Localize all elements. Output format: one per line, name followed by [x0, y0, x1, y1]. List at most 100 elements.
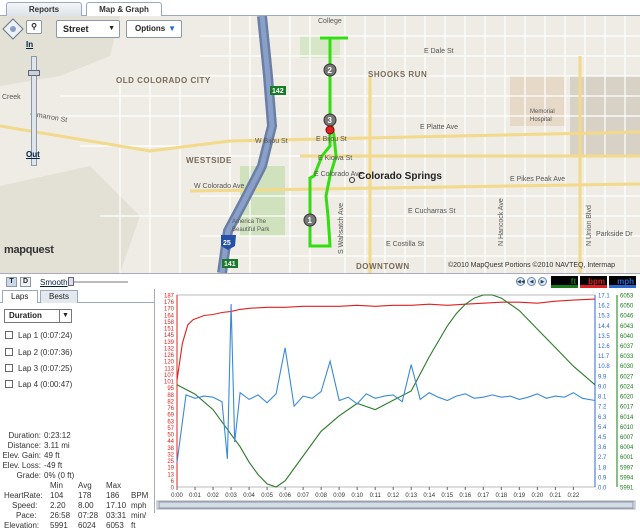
area-label-shooks-run: SHOOKS RUN [368, 70, 428, 79]
left-tick-label: 88 [167, 393, 174, 399]
speed-tick-label: 9.9 [598, 374, 607, 380]
arterial-roads [0, 56, 640, 273]
pan-control[interactable] [2, 18, 24, 40]
x-tick-label: 0:05 [261, 493, 273, 499]
elevation-tick-label: 6037 [620, 344, 634, 350]
route-141-label: 141 [224, 261, 236, 268]
stat-distance: Distance: 3.11 mi [7, 441, 70, 450]
tab-laps[interactable]: Laps [2, 290, 38, 303]
distance-axis-button[interactable]: D [20, 277, 31, 287]
x-tick-label: 0:10 [351, 493, 363, 499]
zoom-in-link[interactable]: In [26, 40, 34, 49]
tab-reports[interactable]: Reports [6, 2, 82, 16]
left-tick-label: 145 [164, 333, 175, 339]
x-tick-label: 0:15 [441, 493, 453, 499]
laps-panel: Laps Bests Duration ▼ Lap 1 (0:07:24) La… [0, 289, 155, 530]
street-label: S Wahsatch Ave [338, 203, 345, 254]
speed-tick-label: 0.0 [598, 486, 607, 492]
elevation-tick-label: 6053 [620, 294, 634, 300]
zoom-slider-track[interactable] [31, 56, 37, 166]
speed-tick-label: 4.5 [598, 435, 607, 441]
chevron-down-icon: ▼ [108, 25, 115, 32]
speed-tick-label: 15.3 [598, 314, 610, 320]
metrics-header: Min Avg Max [50, 481, 122, 490]
stat-elev-loss: Elev. Loss: -49 ft [2, 461, 63, 470]
speed-tick-label: 14.4 [598, 324, 610, 330]
x-tick-label: 0:19 [513, 493, 525, 499]
street-label: E Costilla St [386, 241, 425, 248]
svg-text:3: 3 [328, 116, 333, 125]
speed-tick-label: 10.8 [598, 364, 610, 370]
street-label: E Platte Ave [420, 124, 459, 131]
speed-tick-label: 1.8 [598, 465, 607, 471]
elevation-tick-label: 6027 [620, 374, 634, 380]
map-view[interactable]: 142 141 25 2 3 1 OLD COLORADO CITY WESTS… [0, 16, 640, 273]
map-options-button[interactable]: Options ▼ [126, 20, 182, 38]
activity-graph[interactable]: 0 6 13 19 25 32 38 44 50 57 63 69 76 82 88 95 101 107 113 1… [155, 289, 640, 513]
left-tick-label: 164 [164, 313, 175, 319]
elevation-tick-label: 6017 [620, 405, 634, 411]
zoom-slider-thumb[interactable] [28, 70, 40, 76]
x-tick-label: 0:16 [459, 493, 471, 499]
lap-checkbox[interactable] [5, 364, 13, 372]
duration-select[interactable]: Duration ▼ [4, 309, 72, 323]
first-icon[interactable]: ◀◀ [516, 277, 525, 286]
interstate-shield [221, 235, 236, 250]
stat-grade: Grade: 0% (0 ft) [16, 471, 75, 480]
left-tick-label: 63 [167, 419, 174, 425]
lap-item[interactable]: Lap 3 (0:07:25) [5, 364, 72, 375]
speed-tick-label: 3.6 [598, 445, 607, 451]
left-tick-label: 50 [167, 433, 174, 439]
left-tick-label: 113 [164, 366, 174, 372]
street-label: W Bijou St [255, 138, 288, 145]
left-tick-label: 38 [167, 446, 174, 452]
elevation-tick-label: 6004 [620, 445, 634, 451]
mapquest-logo: mapquest [4, 244, 54, 256]
lap-item[interactable]: Lap 2 (0:07:36) [5, 348, 72, 359]
street-label: E Kiowa St [318, 155, 353, 162]
smooth-slider-track[interactable] [70, 281, 128, 283]
duration-select-value: Duration [9, 311, 42, 320]
map-type-select[interactable]: Street ▼ [56, 20, 120, 38]
heartrate-line [176, 298, 596, 381]
zoom-search-button[interactable]: ⚲ [26, 20, 42, 34]
city-label: Colorado Springs [358, 171, 442, 182]
route-142-shield [270, 86, 286, 95]
lap-label: Lap 3 (0:07:25) [18, 364, 73, 373]
x-tick-label: 0:03 [225, 493, 237, 499]
time-axis-button[interactable]: T [6, 277, 17, 287]
left-tick-label: 82 [167, 399, 174, 405]
smooth-label[interactable]: Smooth [40, 278, 68, 287]
legend-speed[interactable]: mph [609, 276, 636, 288]
x-tick-label: 0:02 [207, 493, 219, 499]
lap-checkbox[interactable] [5, 348, 13, 356]
smooth-slider-thumb[interactable] [68, 277, 74, 286]
left-tick-label: 120 [164, 360, 175, 366]
x-tick-label: 0:17 [477, 493, 489, 499]
lap-checkbox[interactable] [5, 380, 13, 388]
interstate-label: 25 [223, 240, 231, 247]
street-label: E Pikes Peak Ave [510, 176, 566, 183]
elevation-tick-label: 5994 [620, 475, 634, 481]
tab-bests[interactable]: Bests [40, 290, 78, 303]
prev-icon[interactable]: ◀ [527, 277, 536, 286]
route-141-shield [222, 259, 238, 268]
zoom-out-link[interactable]: Out [26, 150, 40, 159]
legend-heartrate[interactable]: bpm [580, 276, 607, 288]
x-tick-label: 0:00 [171, 493, 183, 499]
legend-elevation[interactable]: ft [551, 276, 578, 288]
street-label: College [318, 18, 342, 25]
elevation-tick-label: 6040 [620, 334, 634, 340]
metric-row-elevation: Elevation: 5991 6024 6053 ft [4, 521, 136, 530]
speed-tick-label: 17.1 [598, 294, 610, 300]
next-icon[interactable]: ▶ [538, 277, 547, 286]
lap-item[interactable]: Lap 4 (0:00:47) [5, 380, 72, 391]
graph-scrollbar-thumb [158, 501, 634, 509]
tab-map-graph[interactable]: Map & Graph [86, 2, 162, 17]
speed-tick-label: 5.4 [598, 425, 607, 431]
left-tick-label: 19 [167, 466, 174, 472]
lap-checkbox[interactable] [5, 331, 13, 339]
elevation-tick-label: 6001 [620, 455, 634, 461]
map-copyright: ©2010 MapQuest Portions ©2010 NAVTEQ, In… [448, 262, 615, 269]
lap-item[interactable]: Lap 1 (0:07:24) [5, 331, 72, 342]
